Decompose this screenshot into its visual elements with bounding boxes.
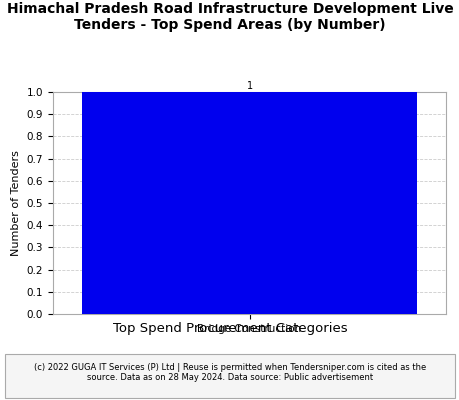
Text: Himachal Pradesh Road Infrastructure Development Live: Himachal Pradesh Road Infrastructure Dev… [6,2,453,16]
Text: Top Spend Procurement Categories: Top Spend Procurement Categories [112,322,347,335]
Text: Tenders - Top Spend Areas (by Number): Tenders - Top Spend Areas (by Number) [74,18,385,32]
Text: 1: 1 [246,81,252,91]
FancyBboxPatch shape [5,354,454,398]
Text: (c) 2022 GUGA IT Services (P) Ltd | Reuse is permitted when Tendersniper.com is : (c) 2022 GUGA IT Services (P) Ltd | Reus… [34,363,425,382]
Bar [82,92,416,314]
Y-axis label: Number of Tenders: Number of Tenders [11,150,21,256]
